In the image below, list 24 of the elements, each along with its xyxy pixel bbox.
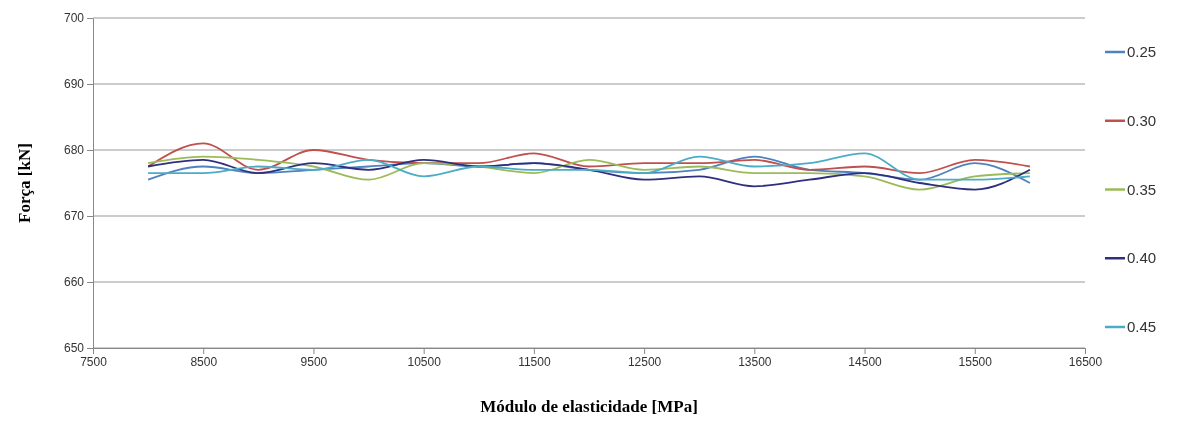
y-tick-label: 660 — [63, 275, 85, 290]
x-tick-label: 8500 — [190, 354, 218, 369]
x-tick-label: 16500 — [1068, 354, 1103, 369]
y-tick-label: 650 — [63, 341, 85, 356]
x-tick-label: 15500 — [958, 354, 993, 369]
y-tick-label: 680 — [63, 143, 85, 158]
legend-label: 0.40 — [1127, 249, 1157, 267]
x-tick-label: 10500 — [407, 354, 442, 369]
y-tick-label: 700 — [63, 11, 85, 26]
x-axis-title: Módulo de elasticidade [MPa] — [480, 397, 698, 416]
y-tick-label: 670 — [63, 209, 85, 224]
y-axis-title: Força [kN] — [15, 143, 34, 223]
x-tick-label: 14500 — [848, 354, 883, 369]
line-series — [147, 142, 1031, 174]
x-tick-label: 12500 — [627, 354, 662, 369]
x-tick-label: 7500 — [80, 354, 108, 369]
legend-label: 0.25 — [1127, 43, 1157, 60]
x-tick-label: 9500 — [300, 354, 328, 369]
x-tick-label: 13500 — [738, 354, 772, 369]
legend-label: 0.30 — [1127, 111, 1157, 129]
x-tick-label: 11500 — [518, 354, 551, 369]
legend-label: 0.35 — [1127, 180, 1157, 198]
legend-label: 0.45 — [1127, 318, 1157, 335]
y-tick-label: 690 — [63, 77, 85, 92]
